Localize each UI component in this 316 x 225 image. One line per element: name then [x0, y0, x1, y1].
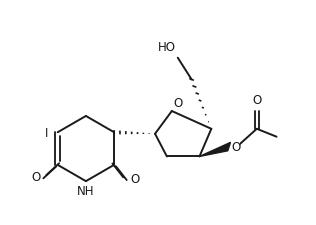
Text: O: O	[231, 140, 240, 153]
Text: O: O	[252, 94, 261, 107]
Text: O: O	[174, 97, 183, 110]
Text: NH: NH	[77, 184, 95, 197]
Text: O: O	[32, 170, 41, 183]
Text: I: I	[45, 126, 48, 139]
Text: O: O	[130, 172, 139, 185]
Text: HO: HO	[158, 40, 176, 54]
Polygon shape	[199, 143, 230, 157]
